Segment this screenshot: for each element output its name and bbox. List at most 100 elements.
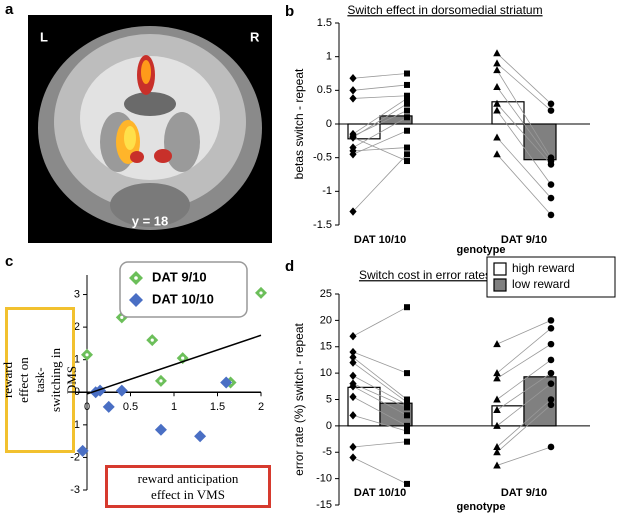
point <box>115 384 128 397</box>
y-axis-label-box: reward effect on task-switching in DMS <box>0 307 79 453</box>
y-tick-label: 1.5 <box>317 17 332 29</box>
legend-label: DAT 10/10 <box>152 291 214 306</box>
y-tick-label: -10 <box>316 473 332 485</box>
chart-title: Switch effect in dorsomedial striatum <box>347 3 542 17</box>
subject-link <box>496 103 552 165</box>
subject-link <box>496 69 552 158</box>
point-center <box>120 315 124 319</box>
subject-link <box>496 372 552 411</box>
legend-swatch-center <box>134 276 138 280</box>
point-circle <box>547 107 555 114</box>
point-triangle <box>493 448 501 456</box>
y-tick-label: 0 <box>326 420 332 432</box>
point-square <box>404 480 410 487</box>
subject-link <box>496 137 552 199</box>
y-tick-label: -2 <box>70 451 80 463</box>
x-tick-label: 0 <box>84 401 90 413</box>
subject-link <box>352 383 408 408</box>
subject-link <box>352 154 408 212</box>
y-axis-label: error rate (%) switch - repeat <box>292 322 306 475</box>
subject-link <box>496 154 552 216</box>
x-tick-label: 1.5 <box>210 401 225 413</box>
panel-letter: b <box>285 3 294 20</box>
point-diamond <box>349 94 357 103</box>
y-axis-label: reward effect on task-switching in DMS <box>0 348 79 412</box>
subject-link <box>352 95 408 99</box>
y-tick-label: 3 <box>74 288 80 300</box>
subject-link <box>496 343 552 379</box>
y-tick-label: -1 <box>70 419 80 431</box>
subject-link <box>352 116 408 148</box>
point-square <box>404 70 410 77</box>
point-diamond <box>349 453 357 462</box>
subject-link <box>352 351 408 374</box>
point-diamond <box>349 358 357 367</box>
point-circle <box>547 211 555 219</box>
point-square <box>404 304 410 311</box>
point-triangle <box>493 66 501 74</box>
subject-link <box>352 98 408 135</box>
subject-link <box>352 306 408 337</box>
point-square <box>404 422 410 429</box>
x-axis-label-box: reward anticipation effect in VMS <box>105 465 271 508</box>
y-tick-label: -0.5 <box>313 152 332 164</box>
panel-letter: a <box>5 1 14 18</box>
point-center <box>85 353 89 357</box>
subject-link <box>496 327 552 374</box>
point-center <box>259 291 263 295</box>
point-square <box>404 144 410 151</box>
point-triangle <box>493 340 501 348</box>
subject-link <box>352 84 408 91</box>
subject-link <box>352 441 408 448</box>
slice-label: y = 18 <box>132 213 169 228</box>
x-tick-label: DAT 9/10 <box>501 487 547 499</box>
point-center <box>159 379 163 383</box>
point-diamond <box>349 207 357 216</box>
subject-link <box>352 414 408 432</box>
subject-link <box>352 457 408 485</box>
y-tick-label: -5 <box>322 446 332 458</box>
legend-swatch <box>129 293 143 307</box>
x-tick-label: DAT 9/10 <box>501 234 547 246</box>
point-square <box>404 151 410 158</box>
legend-swatch <box>493 262 507 276</box>
y-tick-label: 15 <box>320 341 332 353</box>
point-square <box>404 100 410 107</box>
point-square <box>404 107 410 114</box>
legend-box <box>486 256 616 298</box>
subject-link <box>352 396 408 427</box>
x-axis-label: genotype <box>457 244 506 256</box>
subject-link <box>496 86 552 162</box>
legend-label: high reward <box>512 261 575 275</box>
panel-letter: d <box>285 258 294 275</box>
y-tick-label: 0.5 <box>317 84 332 96</box>
point-square <box>404 412 410 419</box>
point-triangle <box>493 59 501 67</box>
y-tick-label: 0 <box>74 386 80 398</box>
point-diamond <box>349 74 357 83</box>
point-circle <box>547 181 555 188</box>
point-square <box>404 158 410 165</box>
point-circle <box>547 369 555 377</box>
point-square <box>404 438 410 445</box>
point-center <box>150 338 154 342</box>
x-tick-label: 0.5 <box>123 401 138 413</box>
point-circle <box>547 356 555 364</box>
point-triangle <box>493 99 501 107</box>
point-triangle <box>493 461 501 469</box>
point-triangle <box>493 82 501 90</box>
point-triangle <box>493 421 501 429</box>
x-axis-label: genotype <box>457 501 506 513</box>
point <box>76 444 89 457</box>
point-square <box>404 127 410 134</box>
subject-link <box>496 320 552 345</box>
y-tick-label: 10 <box>320 367 332 379</box>
subject-link <box>352 356 408 400</box>
subject-link <box>496 404 552 453</box>
side-label: R <box>250 29 260 44</box>
point-diamond <box>349 332 357 341</box>
point-circle <box>547 161 555 168</box>
point-diamond <box>349 86 357 95</box>
